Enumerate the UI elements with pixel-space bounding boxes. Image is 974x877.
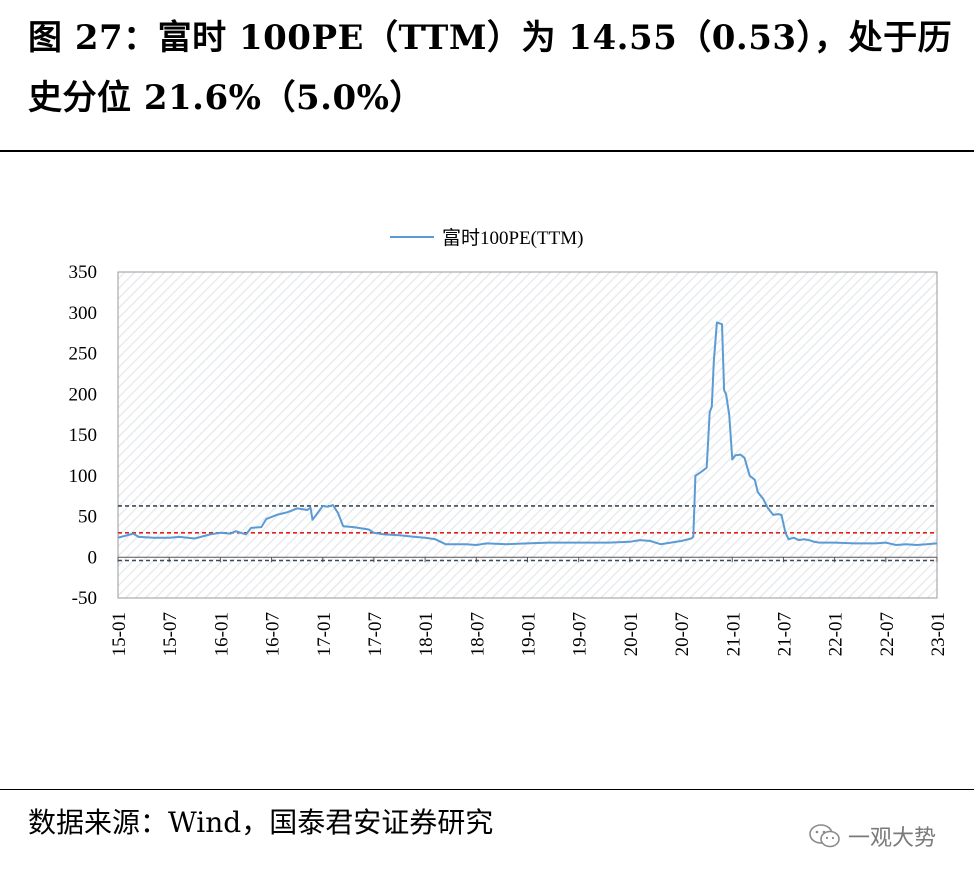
pe-series-line bbox=[117, 321, 938, 546]
x-tick-label: 20-07 bbox=[672, 612, 693, 656]
y-tick-label: 0 bbox=[88, 547, 98, 568]
y-tick-label: 200 bbox=[69, 384, 98, 405]
x-tick-label: 17-01 bbox=[314, 612, 335, 656]
x-tick-label: 16-01 bbox=[211, 612, 232, 656]
y-tick-label: 100 bbox=[69, 466, 98, 487]
x-tick-label: 15-07 bbox=[160, 612, 181, 656]
y-tick-label: 150 bbox=[69, 425, 98, 446]
figure-title-line1: 图 27：富时 100PE（TTM）为 14.55（0.53），处于历 bbox=[28, 18, 953, 58]
wechat-watermark: 一观大势 bbox=[808, 820, 936, 852]
pe-line-chart: 富时100PE(TTM) -50 0 50 100 150 200 250 300 350 15… bbox=[69, 227, 950, 656]
figure-title: 图 27：富时 100PE（TTM）为 14.55（0.53），处于历 史分位 … bbox=[28, 8, 958, 128]
x-tick-label: 18-01 bbox=[416, 612, 437, 656]
x-tick-label: 22-01 bbox=[826, 612, 847, 656]
x-tick-label: 17-07 bbox=[365, 612, 386, 656]
x-tick-label: 20-01 bbox=[621, 612, 642, 656]
watermark-text: 一观大势 bbox=[848, 826, 937, 851]
y-tick-label: 300 bbox=[69, 303, 98, 324]
top-divider bbox=[0, 150, 974, 152]
bottom-divider bbox=[0, 789, 974, 790]
x-tick-label: 21-01 bbox=[723, 612, 744, 656]
x-tick-label: 19-01 bbox=[519, 612, 540, 656]
x-tick-label: 16-07 bbox=[263, 612, 284, 656]
x-tick-label: 23-01 bbox=[928, 612, 949, 656]
figure-title-line2: 史分位 21.6%（5.0%） bbox=[28, 78, 424, 118]
y-tick-label: -50 bbox=[72, 588, 97, 609]
plot-area bbox=[117, 271, 938, 599]
data-source-note: 数据来源：Wind，国泰君安证券研究 bbox=[28, 806, 494, 839]
x-tick-label: 18-07 bbox=[467, 612, 488, 656]
reference-lines bbox=[118, 505, 937, 562]
y-tick-label: 350 bbox=[69, 262, 98, 283]
y-tick-label: 50 bbox=[78, 507, 97, 528]
legend-label: 富时100PE(TTM) bbox=[442, 227, 583, 249]
x-axis-ticks: 15-01 15-07 16-01 16-07 17-01 17-07 18-01 18-07… bbox=[109, 557, 949, 656]
y-tick-label: 250 bbox=[69, 344, 98, 365]
x-tick-label: 21-07 bbox=[774, 612, 795, 656]
x-tick-label: 19-07 bbox=[570, 612, 591, 656]
x-tick-label: 15-01 bbox=[109, 612, 130, 656]
x-tick-label: 22-07 bbox=[877, 612, 898, 656]
wechat-icon bbox=[809, 824, 840, 848]
legend: 富时100PE(TTM) bbox=[390, 227, 583, 249]
